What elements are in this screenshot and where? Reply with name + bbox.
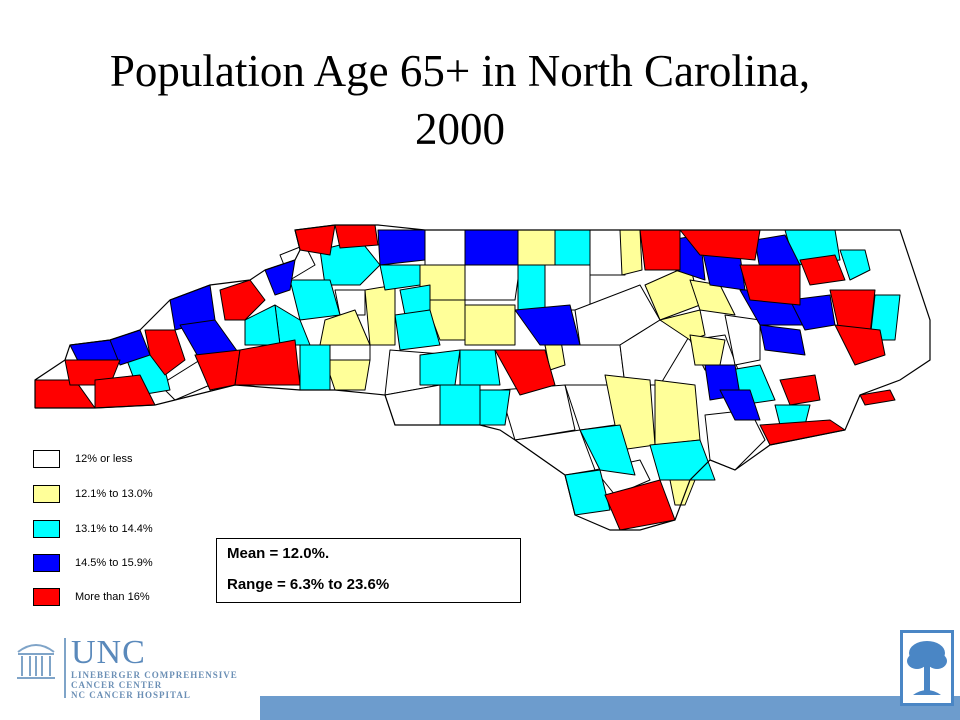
county — [319, 309, 371, 346]
county — [394, 309, 441, 351]
county — [464, 229, 519, 266]
county — [759, 324, 806, 356]
footer-bar — [260, 696, 960, 720]
county — [424, 229, 466, 266]
unc-lineberger-logo: UNC LINEBERGER COMPREHENSIVE CANCER CENT… — [14, 636, 264, 700]
legend-swatch — [33, 485, 60, 503]
county — [799, 254, 846, 286]
legend-item: 13.1% to 14.4% — [33, 520, 213, 540]
county — [219, 279, 266, 321]
legend-label: 12.1% to 13.0% — [75, 488, 153, 500]
slide-title: Population Age 65+ in North Carolina, 20… — [60, 42, 860, 158]
county — [659, 309, 706, 341]
legend-label: More than 16% — [75, 591, 150, 603]
county — [834, 324, 886, 366]
legend-swatch — [33, 588, 60, 606]
legend-item: 12% or less — [33, 450, 213, 470]
map-legend: 12% or less 12.1% to 13.0% 13.1% to 14.4… — [33, 450, 213, 610]
logo-line-1: LINEBERGER COMPREHENSIVE — [71, 670, 238, 680]
county — [517, 229, 556, 266]
county — [724, 314, 761, 366]
county — [299, 344, 331, 391]
county — [464, 304, 516, 346]
logo-line-3: NC CANCER HOSPITAL — [71, 690, 191, 700]
county — [719, 389, 761, 421]
legend-label: 14.5% to 15.9% — [75, 557, 153, 569]
county — [619, 229, 643, 276]
county — [579, 424, 636, 476]
county — [689, 334, 726, 366]
county — [739, 264, 801, 306]
county — [554, 229, 591, 266]
legend-label: 13.1% to 14.4% — [75, 523, 153, 535]
legend-item: More than 16% — [33, 588, 213, 608]
logo-line-2: CANCER CENTER — [71, 680, 163, 690]
county — [334, 289, 366, 316]
county — [649, 439, 716, 481]
county — [499, 384, 576, 441]
tree-icon — [907, 641, 947, 695]
county — [459, 349, 501, 386]
county — [859, 389, 896, 406]
county — [377, 229, 426, 266]
county — [514, 304, 581, 346]
county — [479, 389, 511, 426]
county — [654, 379, 701, 446]
state-outline — [34, 224, 931, 531]
legend-item: 14.5% to 15.9% — [33, 554, 213, 574]
county — [334, 224, 379, 249]
old-well-icon — [17, 644, 55, 679]
county — [464, 264, 521, 301]
county — [544, 264, 591, 311]
mean-text: Mean = 12.0%. — [227, 545, 330, 562]
county — [869, 294, 901, 341]
county — [639, 229, 681, 271]
county — [839, 249, 871, 281]
county — [589, 229, 626, 276]
county — [779, 374, 821, 406]
tree-logo — [900, 630, 954, 706]
legend-swatch — [33, 450, 60, 468]
county — [494, 349, 556, 396]
legend-swatch — [33, 554, 60, 572]
stats-box: Mean = 12.0%. Range = 6.3% to 23.6% — [216, 538, 521, 603]
county — [234, 339, 301, 386]
title-line-2: 2000 — [415, 104, 505, 154]
logo-divider — [64, 638, 66, 698]
county — [419, 349, 461, 386]
county — [364, 284, 396, 346]
legend-item: 12.1% to 13.0% — [33, 485, 213, 505]
county — [379, 264, 421, 291]
logo-unc-text: UNC — [71, 634, 146, 671]
county — [517, 264, 546, 311]
county — [439, 384, 481, 426]
county — [324, 359, 371, 391]
legend-label: 12% or less — [75, 453, 133, 465]
title-line-1: Population Age 65+ in North Carolina, — [109, 46, 811, 96]
county — [289, 279, 341, 321]
legend-swatch — [33, 520, 60, 538]
range-text: Range = 6.3% to 23.6% — [227, 576, 390, 593]
county — [144, 329, 186, 376]
